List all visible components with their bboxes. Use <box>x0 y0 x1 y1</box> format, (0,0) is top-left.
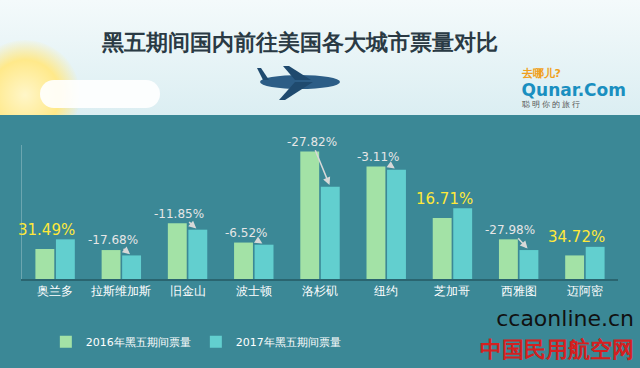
svg-text:纽约: 纽约 <box>374 284 398 298</box>
svg-text:旧金山: 旧金山 <box>170 284 206 298</box>
svg-text:奥兰多: 奥兰多 <box>37 284 73 298</box>
svg-text:波士顿: 波士顿 <box>236 284 272 298</box>
svg-text:2016年黑五期间票量: 2016年黑五期间票量 <box>86 336 191 349</box>
svg-text:-27.98%: -27.98% <box>485 223 535 237</box>
svg-text:芝加哥: 芝加哥 <box>434 284 470 298</box>
html-text:ccaonline.cn: ccaonline.cn <box>496 306 634 331</box>
svg-text:-11.85%: -11.85% <box>154 207 204 221</box>
html-text:去哪儿?: 去哪儿? <box>521 67 561 80</box>
svg-text:拉斯维加斯: 拉斯维加斯 <box>91 284 151 298</box>
svg-text:-6.52%: -6.52% <box>225 226 267 240</box>
html-text:聪明你的旅行: 聪明你的旅行 <box>521 100 582 109</box>
svg-text:迈阿密: 迈阿密 <box>567 284 603 298</box>
svg-text:-27.82%: -27.82% <box>287 135 337 149</box>
svg-text:31.49%: 31.49% <box>18 221 75 239</box>
html-text:黑五期间国内前往美国各大城市票量对比: 黑五期间国内前往美国各大城市票量对比 <box>102 30 498 55</box>
html-text:中国民用航空网: 中国民用航空网 <box>480 337 634 362</box>
html-text:Qunar.Com: Qunar.Com <box>521 80 626 100</box>
svg-text:2017年黑五期间票量: 2017年黑五期间票量 <box>236 336 341 349</box>
svg-text:洛杉矶: 洛杉矶 <box>302 284 338 298</box>
svg-text:16.71%: 16.71% <box>416 190 473 208</box>
svg-text:-3.11%: -3.11% <box>357 150 399 164</box>
svg-text:西雅图: 西雅图 <box>501 284 537 298</box>
svg-text:34.72%: 34.72% <box>548 228 605 246</box>
svg-text:-17.68%: -17.68% <box>88 233 138 247</box>
